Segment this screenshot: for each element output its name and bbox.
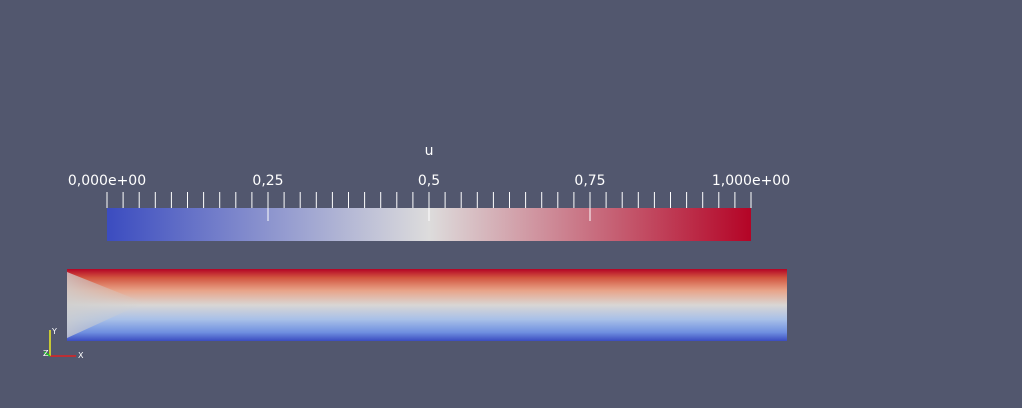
tick-label: 0,25 — [252, 173, 283, 189]
inlet-region — [67, 272, 150, 338]
tick-label: 0,75 — [574, 173, 605, 189]
axes-triad: X Y Z — [43, 327, 84, 360]
domain-slice — [67, 269, 787, 341]
axis-x-label: X — [78, 351, 84, 360]
tick-label: 0,000e+00 — [68, 173, 146, 189]
tick-label: 0,5 — [418, 173, 440, 189]
axis-y-label: Y — [51, 327, 57, 336]
axis-z-label: Z — [43, 349, 49, 358]
tick-label: 1,000e+00 — [712, 173, 790, 189]
colorbar-title: u — [425, 143, 434, 159]
